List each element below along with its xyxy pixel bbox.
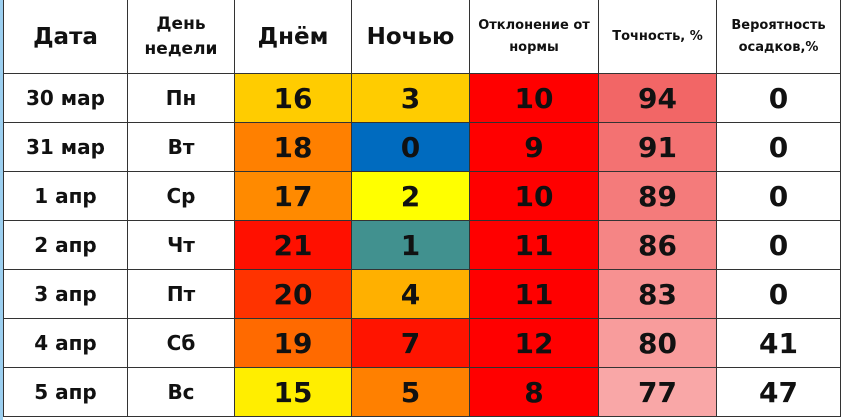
- day-temp-cell: 20: [234, 269, 352, 319]
- accuracy-cell: 80: [598, 318, 717, 368]
- table-row: 4 апр Сб 19 7 12 80 41: [3, 318, 841, 368]
- header-deviation: Отклонение от нормы: [469, 0, 599, 74]
- header-row: Дата День недели Днём Ночью Отклонение о…: [3, 0, 841, 74]
- accuracy-cell: 83: [598, 269, 717, 319]
- weekday-cell: Вт: [127, 122, 235, 172]
- precipitation-cell: 0: [716, 171, 841, 221]
- day-temp-cell: 18: [234, 122, 352, 172]
- precipitation-cell: 0: [716, 122, 841, 172]
- table-row: 2 апр Чт 21 1 11 86 0: [3, 220, 841, 270]
- date-cell: 4 апр: [3, 318, 128, 368]
- deviation-cell: 10: [469, 73, 599, 123]
- night-temp-cell: 7: [351, 318, 470, 368]
- table-row: 30 мар Пн 16 3 10 94 0: [3, 73, 841, 123]
- day-temp-cell: 21: [234, 220, 352, 270]
- date-cell: 2 апр: [3, 220, 128, 270]
- deviation-cell: 11: [469, 269, 599, 319]
- table-row: 31 мар Вт 18 0 9 91 0: [3, 122, 841, 172]
- night-temp-cell: 4: [351, 269, 470, 319]
- deviation-cell: 8: [469, 367, 599, 417]
- weekday-cell: Ср: [127, 171, 235, 221]
- precipitation-cell: 41: [716, 318, 841, 368]
- weekday-cell: Сб: [127, 318, 235, 368]
- precipitation-cell: 47: [716, 367, 841, 417]
- header-date: Дата: [3, 0, 128, 74]
- header-day-temp: Днём: [234, 0, 352, 74]
- deviation-cell: 9: [469, 122, 599, 172]
- precipitation-cell: 0: [716, 269, 841, 319]
- accuracy-cell: 86: [598, 220, 717, 270]
- date-cell: 5 апр: [3, 367, 128, 417]
- header-weekday: День недели: [127, 0, 235, 74]
- date-cell: 1 апр: [3, 171, 128, 221]
- left-edge-strip: [0, 0, 3, 420]
- table-row: 1 апр Ср 17 2 10 89 0: [3, 171, 841, 221]
- night-temp-cell: 3: [351, 73, 470, 123]
- accuracy-cell: 77: [598, 367, 717, 417]
- deviation-cell: 10: [469, 171, 599, 221]
- table-row: 5 апр Вс 15 5 8 77 47: [3, 367, 841, 417]
- day-temp-cell: 17: [234, 171, 352, 221]
- date-cell: 31 мар: [3, 122, 128, 172]
- accuracy-cell: 91: [598, 122, 717, 172]
- accuracy-cell: 89: [598, 171, 717, 221]
- weekday-cell: Чт: [127, 220, 235, 270]
- header-precipitation: Вероятность осадков,%: [716, 0, 841, 74]
- weather-table: Дата День недели Днём Ночью Отклонение о…: [3, 0, 841, 417]
- date-cell: 3 апр: [3, 269, 128, 319]
- header-accuracy: Точность, %: [598, 0, 717, 74]
- night-temp-cell: 0: [351, 122, 470, 172]
- date-cell: 30 мар: [3, 73, 128, 123]
- deviation-cell: 11: [469, 220, 599, 270]
- day-temp-cell: 16: [234, 73, 352, 123]
- night-temp-cell: 1: [351, 220, 470, 270]
- weekday-cell: Пт: [127, 269, 235, 319]
- deviation-cell: 12: [469, 318, 599, 368]
- precipitation-cell: 0: [716, 220, 841, 270]
- day-temp-cell: 19: [234, 318, 352, 368]
- day-temp-cell: 15: [234, 367, 352, 417]
- night-temp-cell: 2: [351, 171, 470, 221]
- accuracy-cell: 94: [598, 73, 717, 123]
- header-night-temp: Ночью: [351, 0, 470, 74]
- precipitation-cell: 0: [716, 73, 841, 123]
- weekday-cell: Вс: [127, 367, 235, 417]
- weekday-cell: Пн: [127, 73, 235, 123]
- night-temp-cell: 5: [351, 367, 470, 417]
- table-row: 3 апр Пт 20 4 11 83 0: [3, 269, 841, 319]
